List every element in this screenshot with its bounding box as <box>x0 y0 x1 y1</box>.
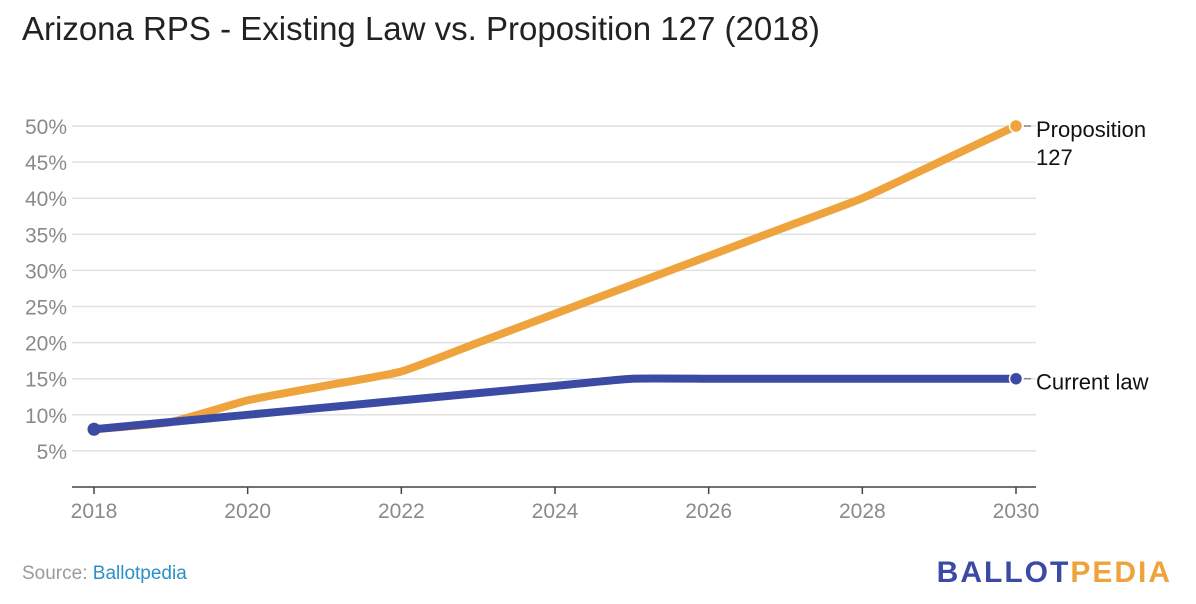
source-link[interactable]: Ballotpedia <box>92 563 187 584</box>
x-tick-label: 2026 <box>685 500 732 523</box>
logo-part-ballot: BALLOT <box>936 556 1071 589</box>
series-line <box>90 122 1020 434</box>
series-labels: Proposition 127 Current law <box>1024 117 1149 395</box>
y-tick-label: 10% <box>25 405 67 428</box>
gridlines <box>72 125 1036 452</box>
series-end-point <box>1008 371 1024 386</box>
y-tick-label: 35% <box>25 224 67 247</box>
y-tick-label: 50% <box>25 116 67 139</box>
source-prefix: Source: <box>22 563 93 584</box>
y-tick-label: 5% <box>37 441 67 464</box>
x-tick-label: 2022 <box>378 500 425 523</box>
series-start-point <box>87 422 101 436</box>
x-tick-label: 2018 <box>71 500 118 523</box>
x-tick-label: 2030 <box>993 500 1040 523</box>
series-end-point <box>1008 118 1024 134</box>
series-label: 127 <box>1036 145 1073 170</box>
series-label: Current law <box>1036 370 1149 395</box>
logo-part-pedia: PEDIA <box>1070 556 1172 589</box>
y-tick-label: 45% <box>25 152 67 175</box>
x-tick-label: 2028 <box>839 500 886 523</box>
y-tick-label: 30% <box>25 260 67 283</box>
y-tick-label: 20% <box>25 333 67 356</box>
chart-title: Arizona RPS - Existing Law vs. Propositi… <box>22 10 820 47</box>
y-tick-label: 15% <box>25 369 67 392</box>
x-tick-label: 2020 <box>224 500 271 523</box>
series-label: Proposition <box>1036 117 1146 142</box>
y-tick-label: 25% <box>25 297 67 320</box>
x-tick-label: 2024 <box>532 500 579 523</box>
y-tick-label: 40% <box>25 188 67 211</box>
source-note: Source: Ballotpedia <box>22 563 187 585</box>
series-line <box>90 374 1020 434</box>
axes: 5% 10% 15% 20% 25% 30% 35% 40% 45% 50% 2018 2020 202… <box>25 116 1039 523</box>
series <box>87 118 1024 436</box>
ballotpedia-logo: BALLOTPEDIA <box>937 556 1172 590</box>
